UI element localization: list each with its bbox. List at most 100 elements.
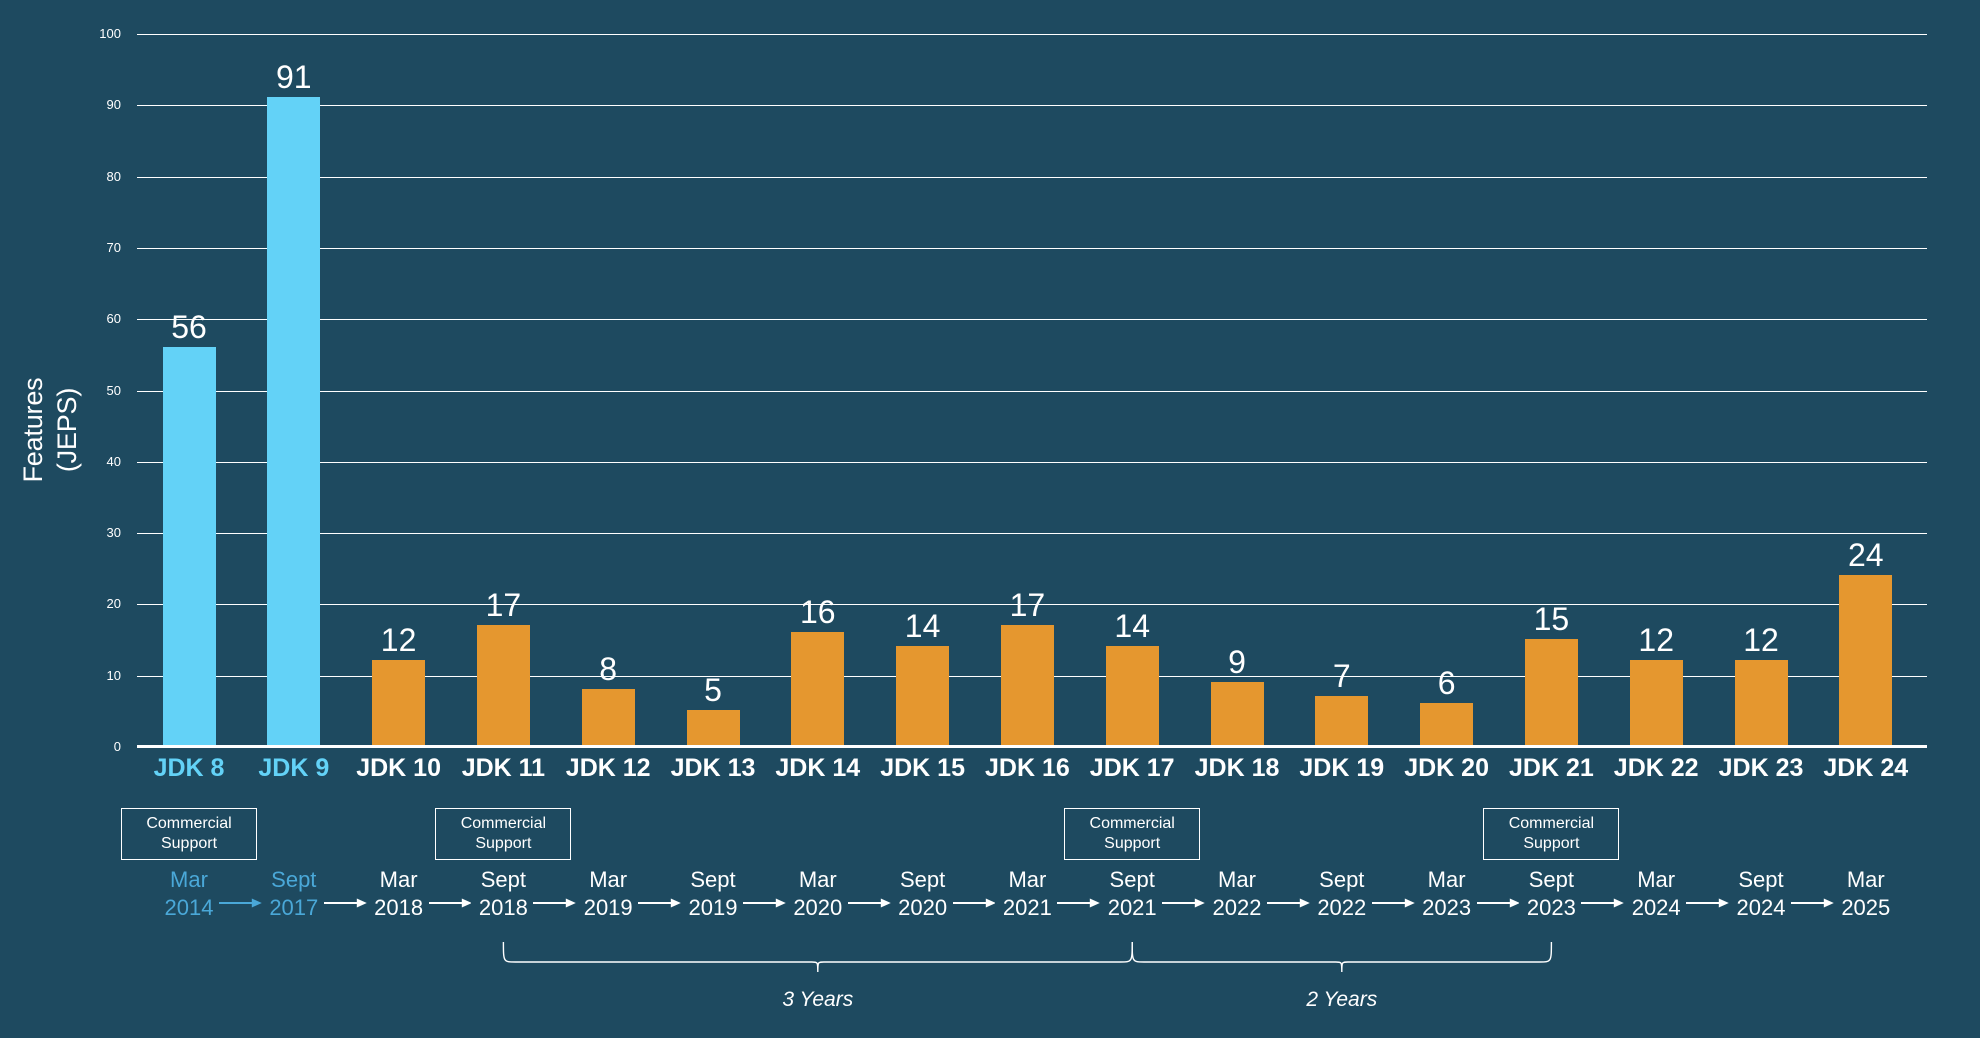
bar[interactable]: 16 xyxy=(791,596,845,746)
release-date-label: Mar 2022 xyxy=(1212,867,1262,920)
category-label: JDK 11 xyxy=(461,754,546,782)
release-date-label: Mar 2018 xyxy=(374,867,424,920)
y-axis-tick-label: 100 xyxy=(99,26,121,41)
release-date-label: Mar 2025 xyxy=(1841,867,1891,920)
release-date-label: Mar 2021 xyxy=(1002,867,1052,920)
commercial-support-badge: Commercial Support xyxy=(121,808,257,860)
bar[interactable]: 14 xyxy=(896,610,950,746)
release-date-label: Sept 2019 xyxy=(688,867,738,920)
bar[interactable]: 14 xyxy=(1105,610,1159,746)
bar[interactable]: 8 xyxy=(581,653,635,746)
category-label: JDK 18 xyxy=(1194,754,1280,782)
bar[interactable]: 7 xyxy=(1315,660,1369,746)
release-date-label: Mar 2023 xyxy=(1422,867,1472,920)
duration-brace xyxy=(1131,941,1553,973)
timeline-arrow-icon xyxy=(1791,898,1834,908)
gridline xyxy=(137,105,1927,107)
bar[interactable]: 56 xyxy=(162,311,216,746)
category-label: JDK 20 xyxy=(1404,754,1489,782)
bar-value-label: 24 xyxy=(1848,536,1884,573)
gridline xyxy=(137,461,1927,463)
category-label: JDK 24 xyxy=(1823,754,1909,782)
y-axis-tick-label: 50 xyxy=(106,382,121,398)
bar-value-label: 17 xyxy=(485,586,522,623)
bar-value-label: 16 xyxy=(800,593,836,630)
category-label: JDK 19 xyxy=(1299,754,1385,782)
bar-value-label: 12 xyxy=(1638,622,1674,659)
duration-brace-label: 2 Years xyxy=(1306,988,1378,1011)
timeline-arrow-icon xyxy=(1267,898,1310,908)
timeline-arrow-icon xyxy=(1476,898,1520,908)
timeline-arrow-icon xyxy=(638,898,681,908)
timeline-arrow-icon xyxy=(533,898,577,908)
release-date-label: Sept 2023 xyxy=(1526,867,1576,920)
timeline-arrow-icon xyxy=(1162,898,1205,908)
bar[interactable]: 24 xyxy=(1839,539,1893,746)
category-labels-row: JDK 8 JDK 9 JDK 10 JDK 11 JDK 12 JDK 13 JDK 14… xyxy=(137,752,1927,792)
bar-value-label: 5 xyxy=(704,672,722,709)
category-label: JDK 16 xyxy=(985,754,1070,782)
timeline-arrow-icon xyxy=(323,898,367,908)
x-axis-line xyxy=(137,745,1927,747)
bar[interactable]: 12 xyxy=(1734,624,1788,746)
timeline-arrow-icon xyxy=(1686,898,1729,908)
timeline-arrow-icon xyxy=(428,898,472,908)
gridline xyxy=(137,533,1927,535)
category-label: JDK 14 xyxy=(775,754,861,782)
timeline-arrow-icon xyxy=(1371,898,1415,908)
release-date-label: Mar 2020 xyxy=(793,867,843,920)
bar[interactable]: 12 xyxy=(1629,624,1683,746)
timeline-arrow-icon xyxy=(219,898,262,908)
category-label: JDK 12 xyxy=(565,754,651,782)
release-date-label: Sept 2020 xyxy=(898,867,948,920)
category-label: JDK 23 xyxy=(1718,754,1804,782)
category-label: JDK 13 xyxy=(670,754,756,782)
y-axis-tick-label: 10 xyxy=(106,667,121,683)
category-label: JDK 9 xyxy=(258,754,330,782)
bar-value-label: 6 xyxy=(1437,665,1456,702)
bar-value-label: 14 xyxy=(904,608,941,645)
bar[interactable]: 5 xyxy=(686,674,740,746)
gridline xyxy=(137,176,1927,178)
bar[interactable]: 6 xyxy=(1420,667,1474,746)
gridline xyxy=(137,34,1927,35)
category-label: JDK 22 xyxy=(1613,754,1699,782)
y-axis-tick-label: 40 xyxy=(106,453,121,469)
timeline-arrow-icon xyxy=(1057,898,1101,908)
bar[interactable]: 12 xyxy=(372,624,426,746)
release-date-label: Sept 2024 xyxy=(1736,867,1786,920)
category-label: JDK 17 xyxy=(1089,754,1175,782)
category-label: JDK 8 xyxy=(153,754,225,782)
bar[interactable]: 9 xyxy=(1210,646,1264,746)
release-date-label: Sept 2021 xyxy=(1107,867,1157,920)
release-date-label: Mar 2014 xyxy=(164,867,214,920)
bar[interactable]: 15 xyxy=(1524,603,1578,746)
bar-value-label: 14 xyxy=(1114,608,1150,645)
category-label: JDK 21 xyxy=(1509,754,1594,782)
duration-brace-label: 3 Years xyxy=(782,988,854,1011)
bar-value-label: 8 xyxy=(599,650,618,687)
y-axis-title: Features (JEPS) xyxy=(18,377,82,483)
bar-value-label: 17 xyxy=(1009,586,1046,623)
commercial-support-badge: Commercial Support xyxy=(435,808,572,860)
bar[interactable]: 91 xyxy=(267,61,321,746)
timeline-arrow-icon xyxy=(1581,898,1625,908)
timeline-arrow-icon xyxy=(743,898,786,908)
bar-value-label: 91 xyxy=(276,59,312,96)
commercial-support-badge: Commercial Support xyxy=(1483,808,1620,860)
gridline xyxy=(137,319,1927,321)
release-date-label: Mar 2019 xyxy=(583,867,633,920)
release-date-label: Sept 2022 xyxy=(1317,867,1367,920)
release-date-label: Sept 2017 xyxy=(269,867,319,920)
bar-value-label: 7 xyxy=(1332,658,1351,695)
commercial-support-badge: Commercial Support xyxy=(1064,808,1201,860)
bar[interactable]: 17 xyxy=(1000,589,1054,746)
release-date-label: Mar 2024 xyxy=(1631,867,1681,920)
bar-value-label: 9 xyxy=(1228,643,1246,680)
category-label: JDK 15 xyxy=(880,754,965,782)
bar-value-label: 15 xyxy=(1533,601,1570,638)
bar[interactable]: 17 xyxy=(476,589,530,746)
duration-brace xyxy=(502,941,1133,973)
y-axis-tick-label: 90 xyxy=(106,97,121,113)
